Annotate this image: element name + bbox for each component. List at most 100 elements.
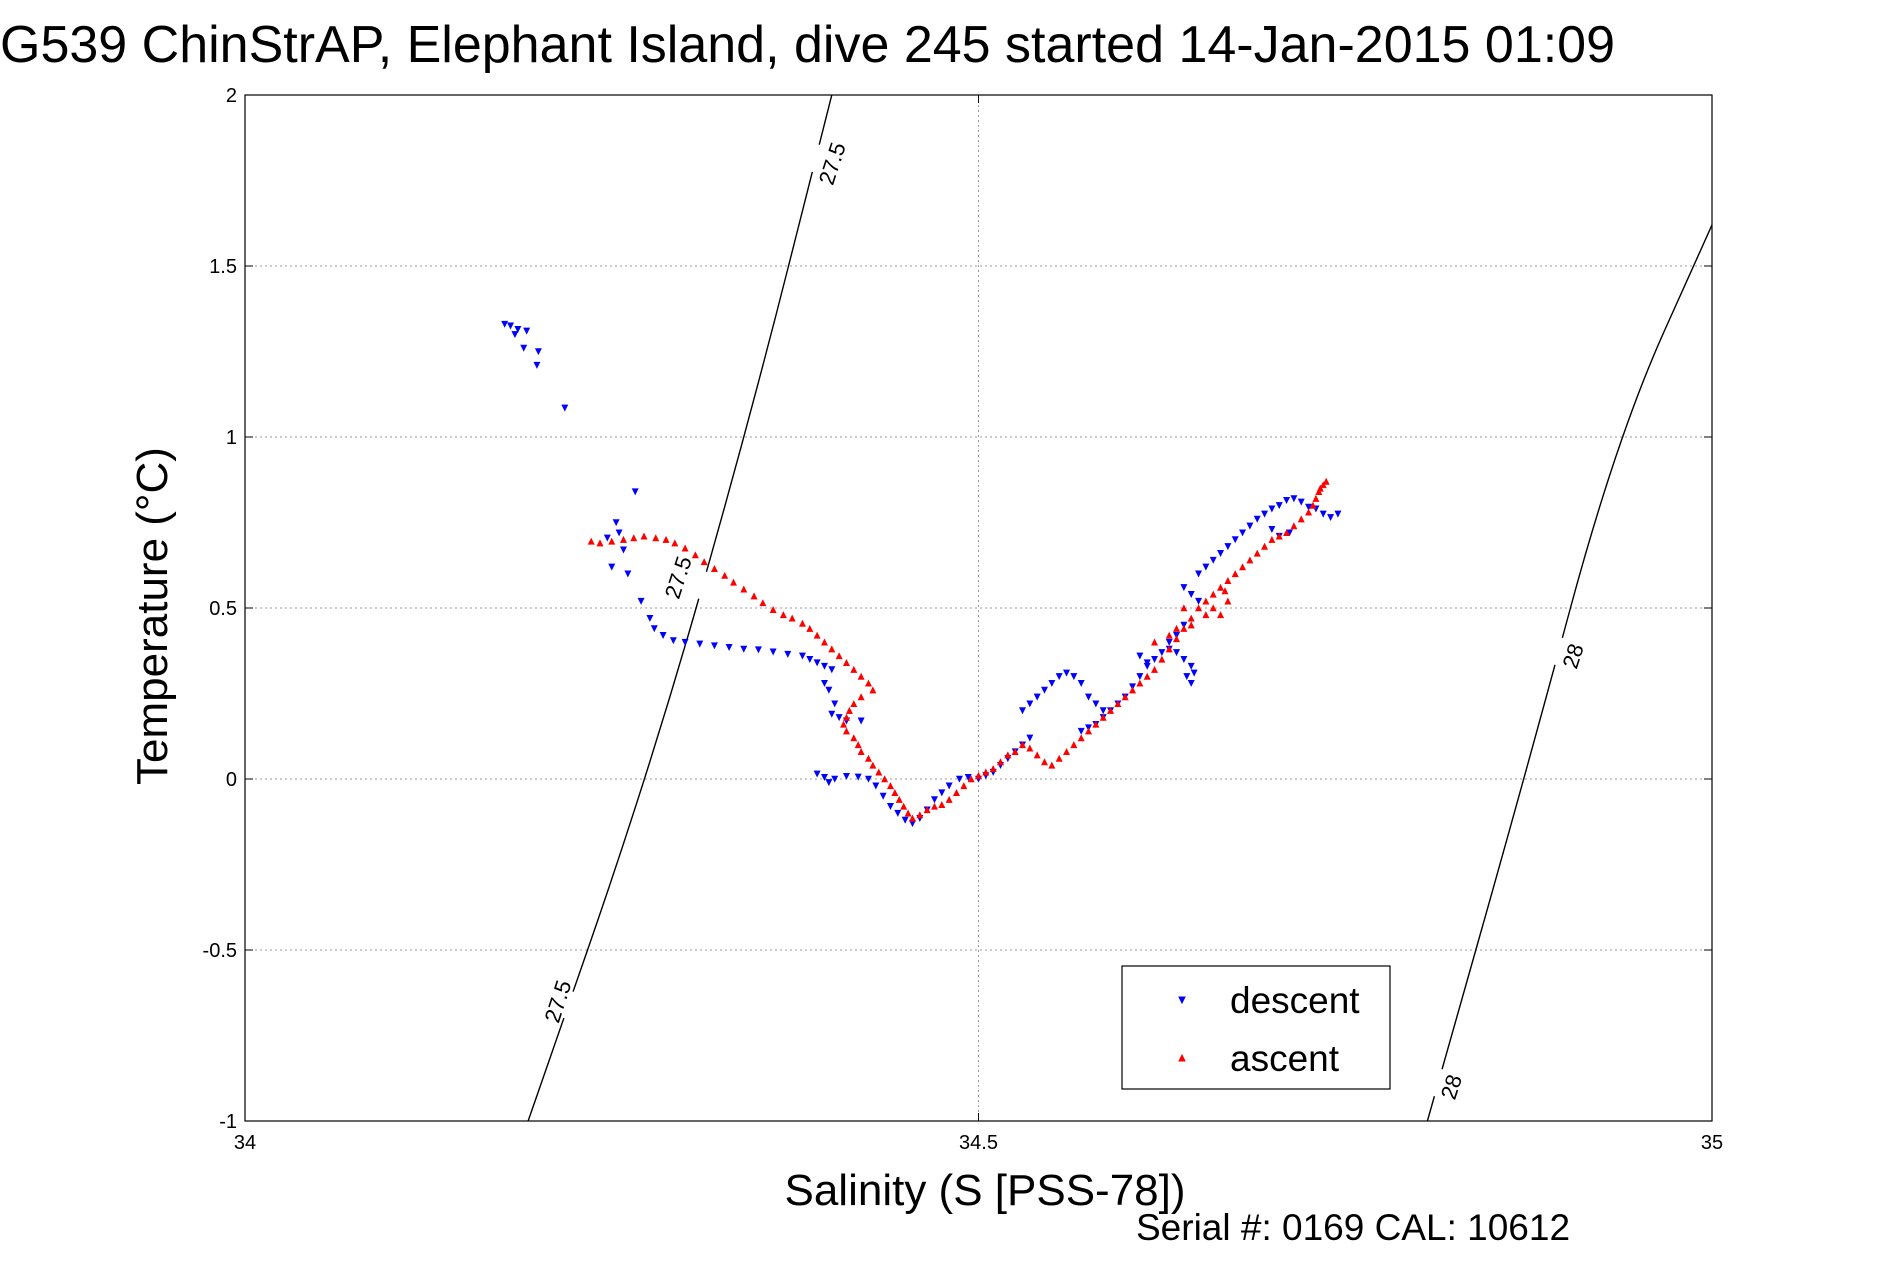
descent-point <box>725 644 733 652</box>
ascent-point <box>975 771 982 779</box>
ascent-point <box>1305 508 1313 516</box>
descent-point <box>938 789 946 797</box>
ascent-point <box>989 765 997 773</box>
isopycnal-contours <box>527 95 1712 1121</box>
ascent-point <box>916 811 924 819</box>
ascent-point <box>1297 515 1305 523</box>
descent-point <box>1033 693 1041 701</box>
descent-point <box>631 488 639 496</box>
ascent-point <box>620 535 627 543</box>
ascent-point <box>1316 484 1324 492</box>
y-tick-label: 2 <box>226 85 237 107</box>
descent-point <box>650 625 658 633</box>
ascent-point <box>1195 604 1203 612</box>
serial-cal-footer: Serial #: 0169 CAL: 10612 <box>1136 1207 1570 1248</box>
ascent-point <box>640 532 648 540</box>
ascent-point <box>608 537 616 545</box>
descent-point <box>1187 679 1195 687</box>
ascent-point <box>1004 751 1012 759</box>
ascent-point <box>813 631 821 639</box>
descent-point <box>1048 679 1056 687</box>
ascent-point <box>1202 597 1210 605</box>
ascent-point <box>1165 631 1173 639</box>
ascent-point <box>1019 741 1026 749</box>
descent-point <box>696 640 704 648</box>
descent-point <box>1319 510 1327 518</box>
descent-point <box>831 775 839 783</box>
ascent-point <box>1202 611 1210 619</box>
ascent-point <box>1268 535 1276 543</box>
y-tick-label: -0.5 <box>203 940 237 962</box>
ascent-point <box>850 734 858 742</box>
descent-point <box>1136 652 1144 660</box>
descent-point <box>854 773 862 781</box>
ascent-point <box>1173 635 1181 643</box>
descent-point <box>1217 549 1225 557</box>
legend-box <box>1121 965 1391 1090</box>
y-tick-label: 1 <box>226 427 237 449</box>
ascent-point <box>1261 542 1269 550</box>
descent-point <box>501 320 509 328</box>
descent-point <box>511 331 519 339</box>
descent-point <box>820 662 828 670</box>
ascent-point <box>1158 655 1166 663</box>
descent-point <box>1151 656 1159 663</box>
ascent-point <box>1283 529 1291 537</box>
descent-point <box>945 782 953 790</box>
ascent-point <box>1224 576 1232 584</box>
descent-point <box>1019 707 1026 715</box>
ascent-point <box>1187 614 1195 622</box>
y-tick-label: -1 <box>219 1111 237 1133</box>
descent-point <box>879 792 887 800</box>
descent-point <box>828 666 836 674</box>
x-tick-label: 34.5 <box>959 1132 998 1154</box>
ascent-point <box>1224 597 1232 605</box>
ascent-point <box>997 758 1004 766</box>
ascent-point <box>779 611 787 619</box>
ascent-point <box>1217 611 1225 619</box>
ascent-point <box>891 789 899 796</box>
descent-point <box>624 570 632 578</box>
contour-label-bg <box>1418 1064 1484 1110</box>
ascent-point <box>864 754 872 762</box>
descent-point <box>1165 638 1173 646</box>
ascent-point <box>1187 621 1195 629</box>
ascent-point <box>596 539 604 547</box>
ascent-point <box>1055 754 1063 762</box>
ascent-point <box>806 624 814 632</box>
ascent-point <box>1136 679 1144 687</box>
ascent-point <box>1209 604 1217 612</box>
contour-label-bg <box>524 978 591 1024</box>
ascent-point <box>1099 713 1107 721</box>
descent-point <box>534 348 542 356</box>
ascent-point <box>850 665 858 673</box>
descent-point <box>1268 505 1276 513</box>
descent-point <box>931 796 938 804</box>
descent-point <box>901 816 909 824</box>
ascent-point <box>1253 549 1261 557</box>
grid <box>245 95 1712 1121</box>
x-axis-label: Salinity (S [PSS-78]) <box>784 1166 1185 1215</box>
data-points <box>501 320 1342 828</box>
descent-point <box>828 710 836 718</box>
descent-point <box>857 717 865 725</box>
descent-point <box>1327 514 1335 522</box>
ascent-point <box>857 672 865 680</box>
ascent-point <box>788 614 796 622</box>
legend-marker-descent <box>1178 996 1186 1005</box>
isopycnal-28 <box>1426 224 1712 1121</box>
descent-point <box>1055 673 1063 681</box>
descent-point <box>659 632 667 640</box>
ascent-point <box>662 535 670 543</box>
ascent-point <box>710 564 718 572</box>
descent-point <box>603 534 611 542</box>
ascent-point <box>1275 532 1283 540</box>
ascent-point <box>1319 481 1327 489</box>
descent-point <box>1187 591 1195 598</box>
ascent-point <box>1077 734 1085 742</box>
descent-point <box>1253 515 1261 523</box>
descent-point <box>835 714 843 722</box>
ascent-point <box>835 652 843 660</box>
ascent-point <box>938 800 946 808</box>
